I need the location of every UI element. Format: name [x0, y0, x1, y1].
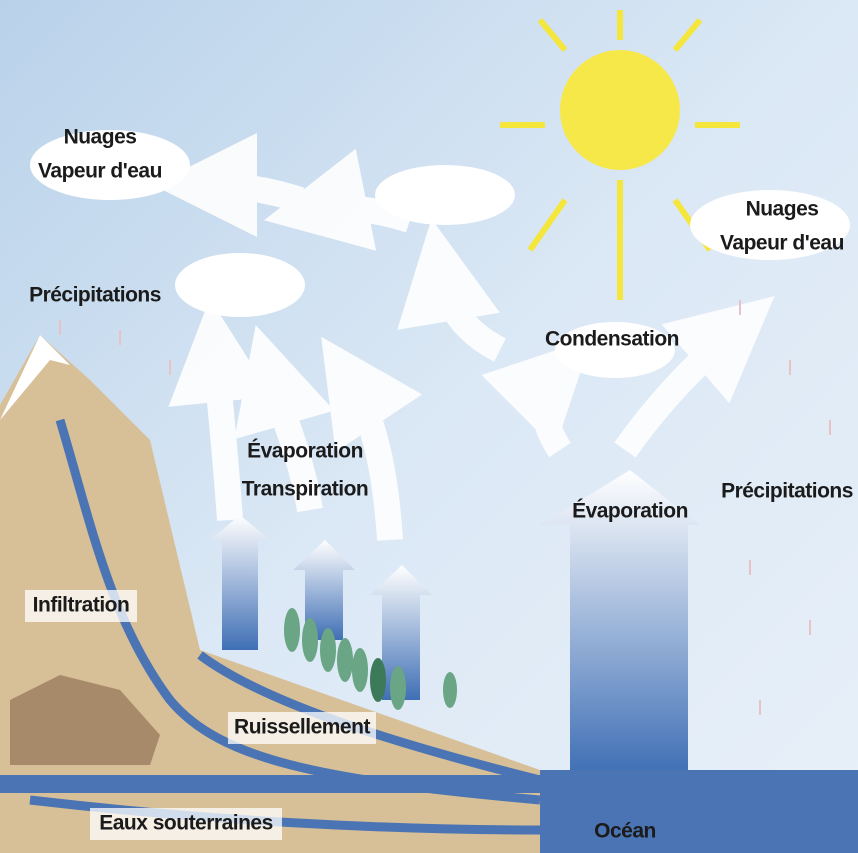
label: Condensation	[545, 328, 679, 351]
label: Nuages	[64, 126, 137, 149]
groundwater-layer	[0, 775, 540, 793]
label: Océan	[594, 820, 656, 843]
label: Eaux souterraines	[99, 812, 273, 835]
ocean	[540, 770, 858, 853]
label: Ruissellement	[234, 716, 370, 739]
label: Nuages	[746, 198, 819, 221]
label: Évaporation	[247, 440, 363, 463]
label: Infiltration	[33, 594, 130, 617]
label: Vapeur d'eau	[720, 232, 844, 255]
water-cycle-diagram: Nuages Vapeur d'eau Précipitations Évapo…	[0, 0, 858, 853]
label: Évaporation	[572, 500, 688, 523]
label: Vapeur d'eau	[38, 160, 162, 183]
label: Transpiration	[242, 478, 369, 501]
label: Précipitations	[29, 284, 161, 307]
label: Précipitations	[721, 480, 853, 503]
